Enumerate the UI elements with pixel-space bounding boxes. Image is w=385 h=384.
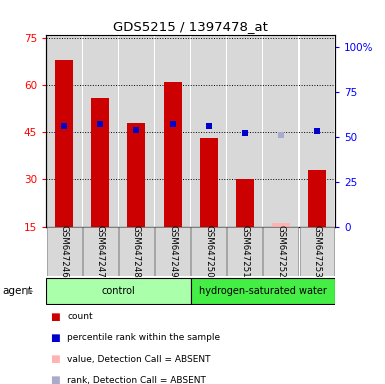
Bar xyxy=(83,35,118,227)
Text: rank, Detection Call = ABSENT: rank, Detection Call = ABSENT xyxy=(67,376,206,384)
Bar xyxy=(300,35,334,227)
Bar xyxy=(119,227,154,276)
Bar xyxy=(119,35,154,227)
Text: percentile rank within the sample: percentile rank within the sample xyxy=(67,333,221,343)
Text: GSM647253: GSM647253 xyxy=(312,225,321,278)
Bar xyxy=(199,138,218,227)
Bar xyxy=(47,35,82,227)
Bar xyxy=(47,227,82,276)
Text: GSM647250: GSM647250 xyxy=(204,225,213,278)
Bar xyxy=(164,82,182,227)
Bar xyxy=(272,223,290,227)
Text: agent: agent xyxy=(2,286,32,296)
Bar xyxy=(300,227,334,276)
Text: hydrogen-saturated water: hydrogen-saturated water xyxy=(199,286,327,296)
Bar xyxy=(228,227,262,276)
Text: ■: ■ xyxy=(50,375,60,384)
Bar xyxy=(191,227,226,276)
Text: ■: ■ xyxy=(50,312,60,322)
Text: GSM647251: GSM647251 xyxy=(240,225,249,278)
Bar xyxy=(263,227,298,276)
Text: GSM647247: GSM647247 xyxy=(96,225,105,278)
Bar xyxy=(46,278,191,304)
Text: GSM647246: GSM647246 xyxy=(60,225,69,278)
Bar xyxy=(191,35,226,227)
Bar xyxy=(55,60,73,227)
Bar xyxy=(263,35,298,227)
Text: control: control xyxy=(102,286,135,296)
Text: value, Detection Call = ABSENT: value, Detection Call = ABSENT xyxy=(67,354,211,364)
Text: count: count xyxy=(67,312,93,321)
Text: GSM647248: GSM647248 xyxy=(132,225,141,278)
Bar xyxy=(191,278,335,304)
Bar xyxy=(83,227,118,276)
Bar xyxy=(308,170,326,227)
Text: ■: ■ xyxy=(50,354,60,364)
Bar xyxy=(236,179,254,227)
Bar xyxy=(91,98,109,227)
Text: ▶: ▶ xyxy=(26,286,33,296)
Text: GSM647252: GSM647252 xyxy=(276,225,285,278)
Bar xyxy=(155,227,190,276)
Bar xyxy=(127,123,146,227)
Title: GDS5215 / 1397478_at: GDS5215 / 1397478_at xyxy=(113,20,268,33)
Text: ■: ■ xyxy=(50,333,60,343)
Bar xyxy=(155,35,190,227)
Text: GSM647249: GSM647249 xyxy=(168,225,177,278)
Bar xyxy=(228,35,262,227)
